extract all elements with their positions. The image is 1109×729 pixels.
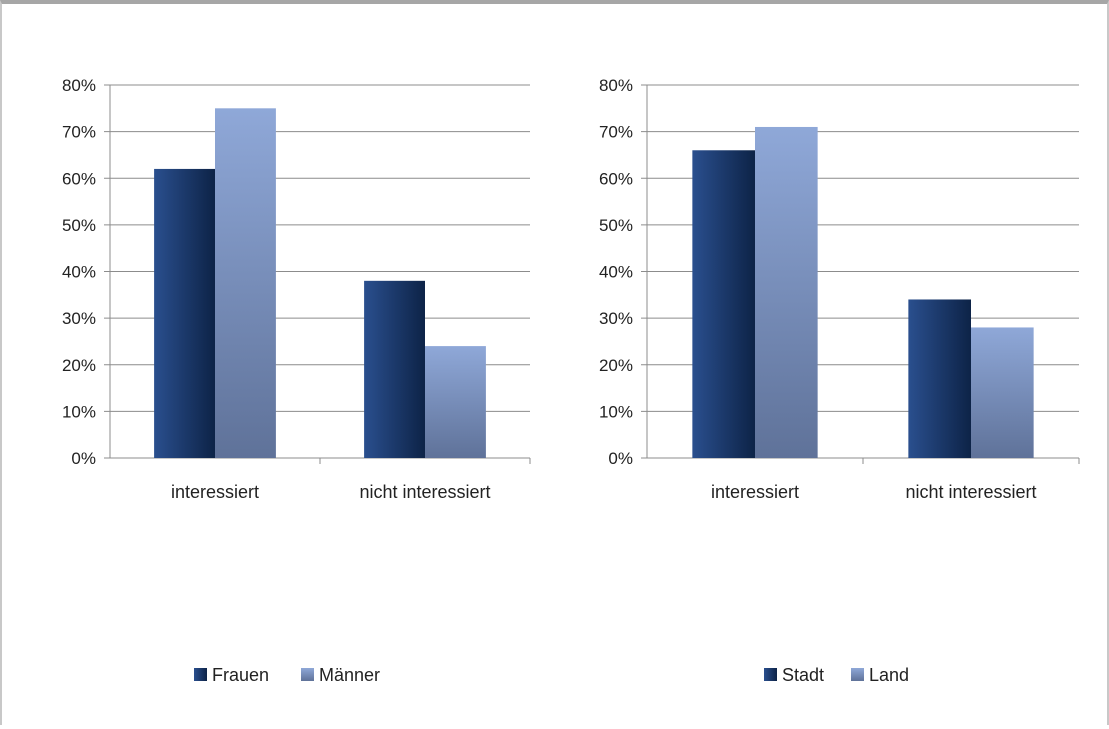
legend-swatch: [851, 668, 864, 681]
y-tick-label: 80%: [599, 76, 633, 95]
y-tick-label: 70%: [62, 123, 96, 142]
bar: [154, 168, 215, 459]
bar: [215, 108, 276, 458]
y-tick-label: 30%: [599, 309, 633, 328]
y-tick-label: 10%: [599, 402, 633, 421]
y-tick-label: 30%: [62, 309, 96, 328]
charts-svg: 0% 10% 20% 30% 40% 50% 60% 70% 80% interessiert ni…: [62, 76, 1080, 685]
x-tick-label: nicht interessiert: [905, 482, 1036, 502]
bar: [908, 299, 971, 458]
legend-label: Männer: [319, 665, 380, 685]
y-tick-label: 0%: [608, 449, 633, 468]
bar: [692, 150, 755, 458]
legend-label: Land: [869, 665, 909, 685]
y-tick-label: 10%: [62, 402, 96, 421]
y-tick-label: 50%: [599, 216, 633, 235]
bar: [425, 346, 486, 458]
legend-swatch: [764, 668, 777, 681]
legend-label: Frauen: [212, 665, 269, 685]
y-tick-label: 50%: [62, 216, 96, 235]
legend-swatch: [194, 668, 207, 681]
legend-label: Stadt: [782, 665, 824, 685]
x-tick-label: interessiert: [711, 482, 799, 502]
y-tick-label: 0%: [71, 449, 96, 468]
y-tick-label: 70%: [599, 123, 633, 142]
y-tick-label: 20%: [62, 356, 96, 375]
y-tick-label: 60%: [62, 169, 96, 188]
y-tick-label: 80%: [62, 76, 96, 95]
bar: [971, 327, 1034, 458]
y-tick-label: 60%: [599, 169, 633, 188]
legend-swatch: [301, 668, 314, 681]
y-tick-label: 40%: [62, 263, 96, 282]
bar: [364, 280, 425, 458]
x-tick-label: interessiert: [171, 482, 259, 502]
y-tick-label: 40%: [599, 263, 633, 282]
x-tick-label: nicht interessiert: [359, 482, 490, 502]
bar: [755, 126, 818, 459]
y-tick-label: 20%: [599, 356, 633, 375]
